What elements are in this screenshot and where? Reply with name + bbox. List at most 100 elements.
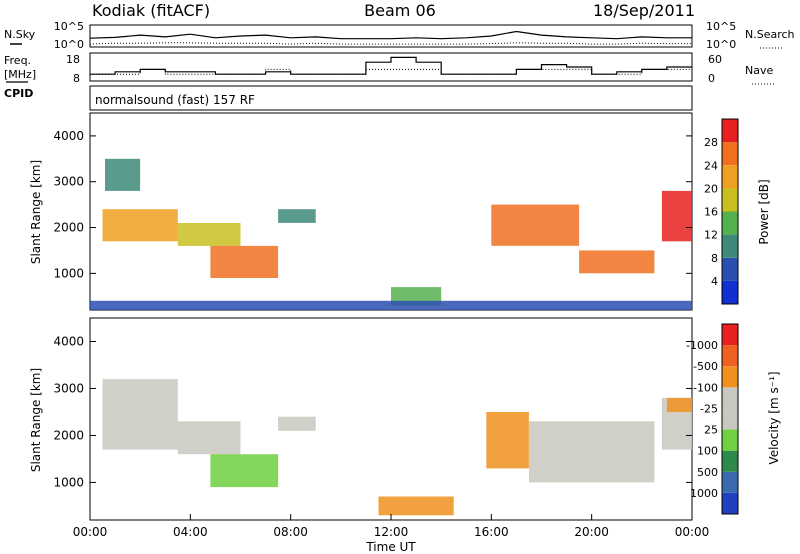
power-region [278,209,316,223]
power-colorbar-swatch [722,234,738,258]
power-region [105,158,141,191]
velocity-colorbar-tick: 1000 [690,487,718,500]
velocity-region [666,397,692,412]
velocity-panel-frame [89,317,693,521]
power-colorbar-tick: 20 [704,182,718,195]
power-heatmap [90,158,692,310]
power-y-axis: 1000 2000 3000 4000 [53,129,692,280]
cpid-text: normalsound (fast) 157 RF [95,93,255,107]
velocity-colorbar-tick: 100 [697,445,718,458]
velocity-colorbar-swatch [722,471,738,493]
velocity-ytick-label: 3000 [53,381,84,395]
power-colorbar-tick: 24 [704,159,718,172]
freq-ytick-bottom: 8 [73,72,80,85]
velocity-colorbar-tick: -1000 [686,339,718,352]
velocity-colorbar-label: Velocity [m s⁻¹] [767,371,781,464]
power-y-axis-label: Slant Range [km] [29,160,43,264]
power-colorbar-swatch [722,188,738,212]
velocity-colorbar-tick: -100 [693,381,718,394]
velocity-colorbar-tick: 25 [704,424,718,437]
velocity-colorbar-swatch [722,324,738,346]
power-colorbar-frame [721,118,739,305]
velocity-colorbar-tick: -25 [700,402,718,415]
power-region [177,223,241,246]
power-colorbar-tick: 8 [711,252,718,265]
velocity-region [102,379,178,450]
station-title: Kodiak (fitACF) [92,1,210,20]
velocity-y-axis-label: Slant Range [km] [29,368,43,472]
beam-title: Beam 06 [364,1,436,20]
velocity-colorbar-tick: 500 [697,466,718,479]
nsearch-series-line [89,42,692,45]
freq-ytick-top: 18 [66,53,80,66]
power-colorbar-swatch [722,142,738,166]
cpid-panel: normalsound (fast) 157 RF [89,85,693,111]
time-axis-label: Time UT [365,540,416,554]
velocity-colorbar-tick: -500 [693,360,718,373]
power-ytick-label: 2000 [53,221,84,235]
nave-ytick-top: 60 [708,53,722,66]
freq-series-line [90,56,692,75]
velocity-region [210,454,279,488]
time-tick-label: 12:00 [374,525,409,539]
noise-panel-frame [89,24,693,48]
power-panel: 1000 2000 3000 4000 Slant Range [km] 4 8 12 16… [29,112,771,311]
power-colorbar-swatch [722,280,738,304]
power-colorbar-swatch [722,211,738,235]
power-ytick-label: 1000 [53,266,84,280]
power-region [102,209,178,242]
time-tick-label: 00:00 [675,525,710,539]
velocity-colorbar-swatch [722,408,738,430]
power-colorbar-swatch [722,257,738,281]
power-colorbar-swatch [722,119,738,143]
power-ytick-label: 3000 [53,175,84,189]
velocity-colorbar-swatch [722,450,738,472]
power-colorbar-tick: 16 [704,206,718,219]
velocity-colorbar: 1000 500 100 25 -25 -100 -500 -1000 [686,323,739,515]
freq-unit-label: [MHz] [4,68,36,81]
velocity-ytick-label: 1000 [53,475,84,489]
velocity-colorbar-swatch [722,429,738,451]
freq-label: Freq. [4,54,31,67]
power-region [210,245,279,278]
power-colorbar: 4 8 12 16 20 24 28 [704,118,739,305]
power-colorbar-tick: 28 [704,136,718,149]
nsky-series-line [89,30,692,40]
velocity-region [278,416,316,431]
cpid-label: CPID [4,87,33,100]
time-tick-label: 20:00 [574,525,609,539]
power-colorbar-swatch [722,165,738,189]
velocity-y-axis: 1000 2000 3000 4000 [53,334,692,489]
velocity-colorbar-swatch [722,345,738,367]
power-panel-frame [89,112,693,311]
velocity-colorbar-frame [721,323,739,515]
velocity-region [177,421,241,455]
noise-ytick-left-top: 10^5 [54,20,84,33]
time-tick-label: 00:00 [73,525,108,539]
velocity-heatmap [102,379,692,516]
velocity-colorbar-swatch [722,387,738,409]
power-colorbar-tick: 12 [704,229,718,242]
noise-panel: N.Sky 10^5 10^0 10^5 10^0 N.Search [4,20,795,51]
nave-series-line [90,68,692,75]
cpid-panel-frame [89,85,693,111]
velocity-panel: 1000 2000 3000 4000 Slant Range [km] 1000 50… [29,317,781,521]
time-tick-label: 08:00 [273,525,308,539]
velocity-ytick-label: 2000 [53,428,84,442]
velocity-region [378,496,454,516]
power-region [579,250,655,274]
nsky-label: N.Sky [4,28,36,41]
frequency-panel: Freq. [MHz] CPID 18 8 60 0 Nave [4,52,774,100]
nave-ytick-bottom: 0 [708,72,715,85]
date-title: 18/Sep/2011 [593,1,695,20]
power-region [90,300,692,310]
power-region [661,190,692,242]
nave-label: Nave [745,64,773,77]
velocity-region [529,421,655,483]
noise-ytick-left-bottom: 10^0 [54,38,84,51]
power-colorbar-label: Power [dB] [757,179,771,244]
power-region [491,204,580,246]
velocity-colorbar-swatch [722,492,738,514]
noise-ytick-right-top: 10^5 [706,20,736,33]
